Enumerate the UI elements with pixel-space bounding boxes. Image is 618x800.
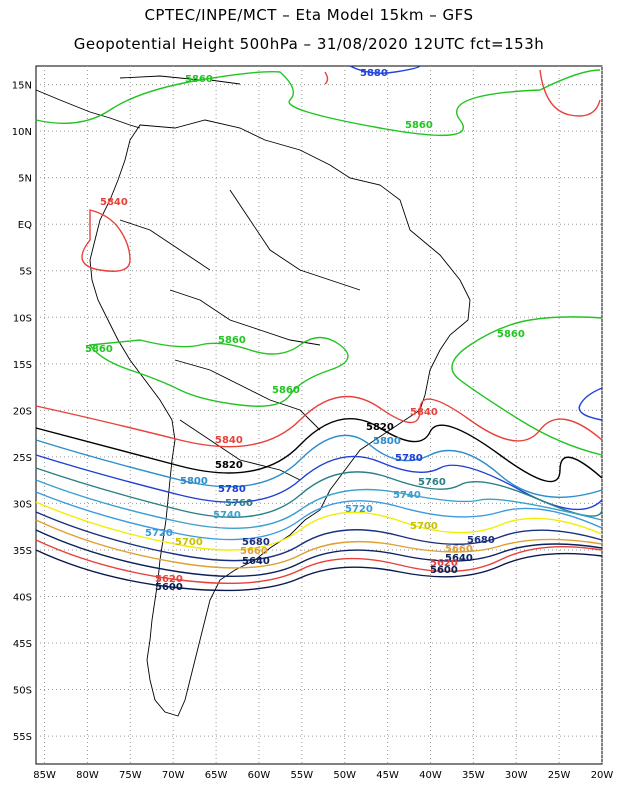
contour-label: 5800	[373, 436, 401, 447]
lat-tick-label: 55S	[13, 732, 32, 743]
contour-5780	[35, 454, 603, 511]
contour-label: 5860	[218, 335, 246, 346]
lon-tick-label: 80W	[76, 770, 99, 781]
lat-tick-label: 5S	[19, 267, 32, 278]
contour-5840	[35, 395, 603, 448]
contour-5880-blue-east	[578, 387, 603, 421]
contour-label: 5780	[395, 453, 423, 464]
coastlines	[35, 75, 471, 717]
contour-label: 5860	[497, 329, 525, 340]
title-line-2: Geopotential Height 500hPa – 31/08/2020 …	[73, 35, 545, 53]
border-5	[119, 219, 211, 271]
contour-label: 5680	[242, 537, 270, 548]
contour-5860-east	[451, 316, 603, 456]
lon-tick-label: 45W	[376, 770, 399, 781]
contour-label: 5740	[213, 510, 241, 521]
contour-label: 5620	[155, 574, 183, 585]
contour-label: 5840	[410, 407, 438, 418]
lon-tick-label: 40W	[419, 770, 442, 781]
contour-label: 5660	[240, 546, 268, 557]
contour-5860-north	[35, 69, 601, 136]
contour-label: 5860	[85, 344, 113, 355]
contour-label: 5780	[218, 484, 246, 495]
lat-tick-label: 40S	[13, 592, 32, 603]
contour-label: 5700	[175, 537, 203, 548]
contour-5680	[35, 511, 603, 562]
lat-tick-label: 50S	[13, 686, 32, 697]
contour-label: 5820	[366, 422, 394, 433]
contour-label: 5760	[225, 498, 253, 509]
contour-5840-red-west	[81, 209, 131, 272]
lon-tick-label: 85W	[33, 770, 56, 781]
map-grid	[36, 66, 603, 764]
contour-label: 5600	[430, 565, 458, 576]
contour-label: 5740	[393, 490, 421, 501]
lat-tick-label: 10N	[12, 127, 32, 138]
lon-tick-label: 25W	[548, 770, 571, 781]
contour-label: 5820	[215, 460, 243, 471]
lon-tick-label: 65W	[205, 770, 228, 781]
lat-tick-label: 35S	[13, 546, 32, 557]
contour-lines	[35, 65, 603, 592]
south-america-outline	[89, 119, 471, 717]
contour-label: 5860	[405, 120, 433, 131]
border-2	[174, 359, 321, 431]
contour-5840-red-nw	[324, 71, 329, 85]
contour-label: 5660	[445, 544, 473, 555]
contour-label: 5720	[345, 504, 373, 515]
contour-5700	[35, 501, 603, 551]
title-line-1: CPTEC/INPE/MCT – Eta Model 15km – GFS	[144, 6, 474, 24]
contour-label: 5620	[430, 558, 458, 569]
caribbean-islands	[119, 75, 241, 85]
contour-label: 5860	[185, 74, 213, 85]
border-3	[179, 419, 301, 481]
lon-tick-label: 75W	[119, 770, 142, 781]
contour-label: 5760	[418, 477, 446, 488]
contour-label: 5860	[272, 385, 300, 396]
lon-tick-label: 50W	[333, 770, 356, 781]
lon-tick-label: 55W	[291, 770, 314, 781]
lat-tick-label: 15S	[13, 360, 32, 371]
lat-tick-label: 10S	[13, 313, 32, 324]
contour-label: 5840	[215, 435, 243, 446]
lat-tick-label: 45S	[13, 639, 32, 650]
contour-label: 5640	[445, 553, 473, 564]
contour-label: 5800	[180, 476, 208, 487]
contour-5880-blue-north	[349, 65, 421, 74]
lat-tick-label: 20S	[13, 406, 32, 417]
contour-labels: 5860 5860 5860 5860 5860 5860 5880 5840 …	[85, 68, 525, 593]
contour-5600	[35, 549, 603, 592]
contour-5660	[35, 519, 603, 569]
contour-5760	[35, 467, 603, 518]
contour-5720	[35, 491, 603, 541]
contour-5620	[35, 539, 603, 585]
axis-ticks: 15N 10N 5N EQ 5S 10S 15S 20S 25S 30S 35S 40S 45S 50S 5…	[12, 81, 614, 781]
contour-label: 5720	[145, 528, 173, 539]
border-1	[169, 289, 321, 346]
border-4	[229, 189, 361, 291]
contour-5840-red-ne	[539, 69, 601, 117]
contour-label: 5680	[467, 535, 495, 546]
contour-label: 5700	[410, 521, 438, 532]
lon-tick-label: 70W	[162, 770, 185, 781]
contour-5820	[35, 418, 603, 483]
lon-tick-label: 35W	[462, 770, 485, 781]
contour-5740	[35, 479, 603, 529]
contour-label: 5600	[155, 582, 183, 593]
contour-5800	[35, 434, 603, 498]
contour-label: 5640	[242, 556, 270, 567]
contour-5860-central	[88, 336, 349, 407]
contour-label: 5880	[360, 68, 388, 79]
lon-tick-label: 20W	[591, 770, 614, 781]
lat-tick-label: 30S	[13, 499, 32, 510]
lat-tick-label: 15N	[12, 81, 32, 92]
lat-tick-label: 25S	[13, 453, 32, 464]
contour-label: 5840	[100, 197, 128, 208]
contour-5640	[35, 529, 603, 578]
lat-tick-label: EQ	[18, 220, 32, 231]
lon-tick-label: 60W	[248, 770, 271, 781]
lon-tick-label: 30W	[505, 770, 528, 781]
lat-tick-label: 5N	[18, 174, 32, 185]
